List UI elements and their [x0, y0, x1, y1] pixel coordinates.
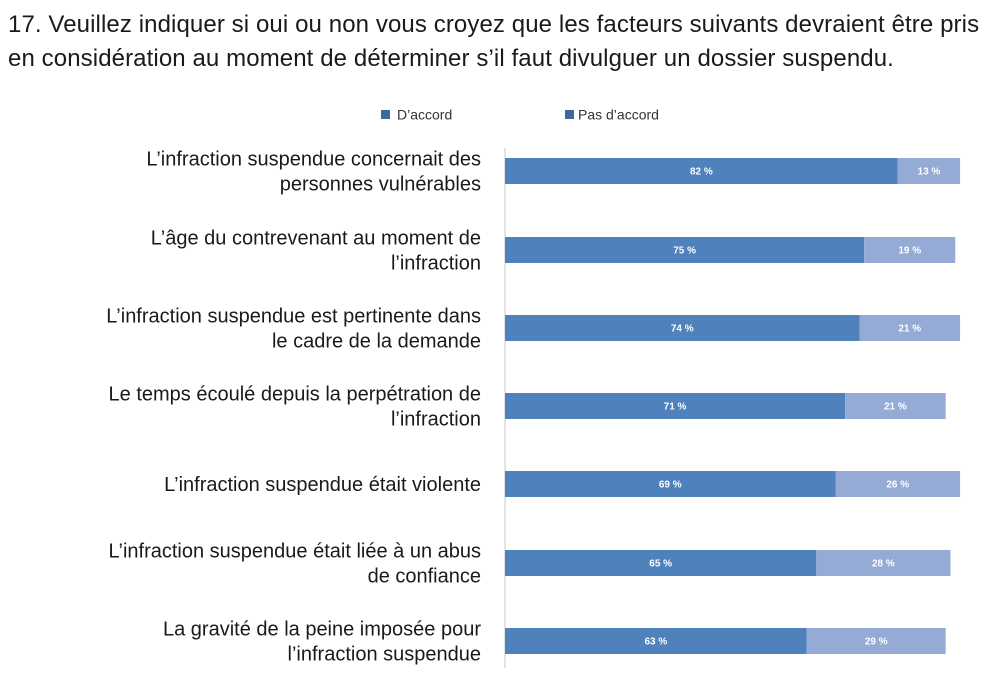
data-label-agree: 82 % [690, 167, 713, 178]
bar-agree [505, 237, 865, 263]
data-label-agree: 71 % [664, 402, 687, 413]
category-label: L’âge du contrevenant au moment de [151, 228, 481, 250]
question-title: 17. Veuillez indiquer si oui ou non vous… [8, 11, 980, 72]
category-label: l’infraction [391, 253, 481, 275]
bar-agree [505, 158, 898, 184]
bar-disagree [864, 237, 956, 263]
legend-swatch-disagree [565, 110, 574, 119]
bar-agree [505, 315, 860, 341]
category-label: l’infraction suspendue [288, 644, 481, 666]
category-label: L’infraction suspendue était liée à un a… [109, 541, 482, 563]
bar-disagree [816, 550, 951, 576]
legend-label-agree: D’accord [397, 107, 452, 123]
data-label-agree: 74 % [671, 324, 694, 335]
bar-agree [505, 550, 817, 576]
bar-disagree [897, 158, 961, 184]
category-label: L’infraction suspendue est pertinente da… [106, 306, 481, 328]
bar-agree [505, 393, 846, 419]
data-label-disagree: 19 % [898, 246, 921, 257]
category-label: L’infraction suspendue concernait des [146, 149, 481, 171]
data-label-disagree: 26 % [886, 480, 909, 491]
data-label-disagree: 28 % [872, 559, 895, 570]
bar-disagree [859, 315, 961, 341]
legend-label-disagree: Pas d’accord [578, 107, 659, 123]
data-label-disagree: 21 % [898, 324, 921, 335]
category-label: de confiance [368, 566, 481, 588]
legend-swatch-agree [381, 110, 390, 119]
data-label-disagree: 29 % [865, 637, 888, 648]
bar-disagree [835, 471, 961, 497]
bar-agree [505, 628, 807, 654]
data-label-agree: 65 % [649, 559, 672, 570]
bar-agree [505, 471, 836, 497]
data-label-agree: 69 % [659, 480, 682, 491]
category-label: Le temps écoulé depuis la perpétration d… [109, 384, 481, 406]
category-label: La gravité de la peine imposée pour [163, 619, 481, 641]
data-label-disagree: 13 % [918, 167, 941, 178]
data-label-agree: 75 % [673, 246, 696, 257]
category-label: le cadre de la demande [272, 331, 481, 353]
bar-disagree [806, 628, 946, 654]
category-label: L’infraction suspendue était violente [164, 474, 481, 496]
data-label-agree: 63 % [644, 637, 667, 648]
category-label: l’infraction [391, 409, 481, 431]
data-label-disagree: 21 % [884, 402, 907, 413]
category-label: personnes vulnérables [280, 174, 481, 196]
bar-disagree [845, 393, 946, 419]
